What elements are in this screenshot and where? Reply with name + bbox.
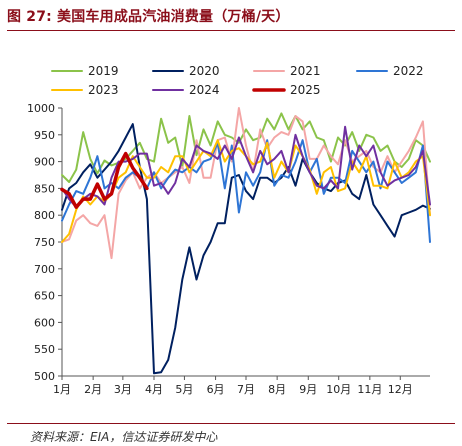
line-chart: 2019 2020 2021 2022 2023 2024 2025 500 550 600 65… — [27, 64, 431, 396]
x-tick-label: 7月 — [237, 383, 255, 396]
x-tick-label: 12月 — [388, 383, 413, 396]
y-tick-label: 1000 — [27, 102, 55, 115]
legend-label-2021: 2021 — [290, 64, 321, 78]
x-tick-label: 10月 — [326, 383, 351, 396]
source-note: 资料来源：EIA，信达证券研发中心 — [30, 430, 218, 444]
legend: 2019 2020 2021 2022 2023 2024 2025 — [51, 64, 424, 97]
legend-label-2022: 2022 — [393, 64, 424, 78]
series-line-2020 — [61, 123, 431, 375]
y-tick-label: 550 — [34, 343, 55, 356]
x-tick-label: 2月 — [84, 383, 102, 396]
x-tick-label: 5月 — [175, 383, 193, 396]
y-tick-label: 600 — [34, 316, 55, 329]
y-tick-label: 650 — [34, 290, 55, 303]
title-divider — [7, 30, 455, 31]
y-tick-label: 800 — [34, 209, 55, 222]
y-tick-label: 850 — [34, 182, 55, 195]
series-line-2025 — [60, 151, 149, 209]
legend-label-2023: 2023 — [88, 83, 119, 97]
legend-label-2020: 2020 — [189, 64, 220, 78]
x-tick-label: 6月 — [207, 383, 225, 396]
source-divider — [7, 423, 455, 424]
y-tick-label: 500 — [34, 370, 55, 383]
x-tick-label: 8月 — [268, 383, 286, 396]
x-tick-label: 11月 — [357, 383, 382, 396]
x-axis: 1月 2月 3月 4月 5月 6月 7月 8月 9月 10月 11月 12月 — [53, 375, 430, 396]
series-line-2021 — [61, 107, 431, 260]
chart-title: 图 27: 美国车用成品汽油消费量（万桶/天） — [7, 9, 290, 25]
legend-label-2024: 2024 — [189, 83, 220, 97]
legend-label-2025: 2025 — [290, 83, 321, 97]
y-tick-label: 750 — [34, 236, 55, 249]
legend-label-2019: 2019 — [88, 64, 119, 78]
y-tick-label: 950 — [34, 129, 55, 142]
y-axis: 500 550 600 650 700 750 800 850 900 950 1000 — [27, 102, 63, 383]
plot-area — [60, 107, 431, 375]
x-tick-label: 9月 — [299, 383, 317, 396]
y-tick-label: 700 — [34, 263, 55, 276]
x-tick-label: 3月 — [114, 383, 132, 396]
x-tick-label: 4月 — [145, 383, 163, 396]
x-tick-label: 1月 — [53, 383, 71, 396]
y-tick-label: 900 — [34, 156, 55, 169]
